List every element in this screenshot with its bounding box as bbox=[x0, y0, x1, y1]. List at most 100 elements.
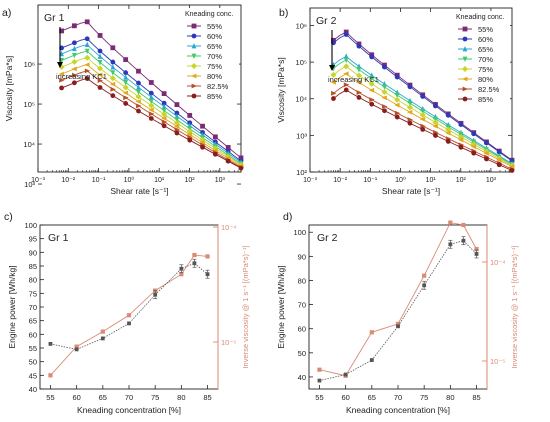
data-point bbox=[368, 87, 375, 93]
data-point bbox=[84, 76, 90, 81]
inverse-viscosity-point bbox=[192, 252, 197, 258]
data-point bbox=[71, 58, 78, 65]
y-axis-title: Engine power [Wh/kg] bbox=[7, 265, 17, 348]
data-point bbox=[496, 162, 502, 168]
data-point bbox=[148, 116, 154, 121]
inverse-viscosity-point bbox=[100, 329, 105, 334]
data-point bbox=[356, 43, 362, 49]
x-tick-label: 75 bbox=[420, 393, 428, 402]
data-point bbox=[483, 150, 489, 156]
x-tick-label: 60 bbox=[72, 393, 80, 402]
y-tick-label: 55 bbox=[29, 344, 37, 353]
x-tick-label: 55 bbox=[46, 393, 54, 402]
panel-label: a) bbox=[2, 7, 11, 19]
panel-label: d) bbox=[283, 211, 292, 223]
y2-tick-label: 10⁻⁴ bbox=[490, 258, 506, 267]
inverse-viscosity-point bbox=[448, 220, 453, 225]
plot-frame bbox=[39, 224, 219, 390]
data-point bbox=[71, 45, 77, 52]
data-point bbox=[331, 90, 337, 96]
data-point bbox=[161, 103, 167, 110]
data-point bbox=[381, 88, 388, 95]
data-point bbox=[161, 100, 167, 106]
data-point bbox=[110, 59, 116, 65]
data-point bbox=[59, 28, 64, 34]
engine-power-point bbox=[461, 238, 466, 243]
data-point bbox=[343, 32, 349, 37]
data-point bbox=[457, 137, 464, 143]
y2-axis-title: Inverse viscosity @ 1 s⁻¹ [(mPa*s)⁻¹] bbox=[241, 245, 250, 368]
data-point bbox=[238, 165, 244, 171]
data-point bbox=[381, 95, 387, 101]
data-point bbox=[433, 133, 438, 138]
y-tick-label: 100 bbox=[293, 228, 306, 237]
engine-power-point bbox=[192, 261, 197, 266]
data-point bbox=[343, 53, 349, 59]
engine-power-point bbox=[127, 321, 131, 326]
data-point bbox=[471, 131, 477, 137]
data-point bbox=[148, 90, 154, 96]
data-point bbox=[433, 116, 438, 123]
y2-tick-label: 10⁻⁵ bbox=[490, 357, 505, 366]
panel-title: Gr 2 bbox=[317, 232, 338, 244]
legend-marker bbox=[191, 63, 197, 69]
data-point bbox=[97, 48, 103, 54]
data-point bbox=[458, 144, 464, 150]
y2-tick-label: 10⁻⁴ bbox=[221, 223, 237, 232]
data-point bbox=[109, 81, 116, 87]
y-tick-label: 85 bbox=[29, 262, 37, 271]
x-tick-label: 10¹ bbox=[426, 177, 437, 184]
engine-power-point bbox=[448, 242, 453, 247]
data-point bbox=[135, 99, 141, 104]
legend-label: 70% bbox=[478, 55, 493, 64]
data-point bbox=[199, 140, 205, 145]
data-point bbox=[148, 98, 154, 105]
data-point bbox=[355, 72, 362, 79]
y-tick-label: 90 bbox=[298, 252, 306, 261]
panel-label: c) bbox=[4, 211, 13, 223]
data-point bbox=[136, 103, 142, 109]
data-point bbox=[331, 37, 336, 43]
data-point bbox=[187, 137, 193, 143]
data-point bbox=[382, 64, 387, 70]
legend-marker bbox=[462, 26, 468, 32]
data-point bbox=[109, 75, 116, 82]
data-point bbox=[136, 108, 141, 114]
legend-label: 75% bbox=[478, 65, 493, 74]
data-point bbox=[200, 123, 205, 129]
data-point bbox=[174, 130, 180, 136]
engine-power-line bbox=[50, 262, 208, 350]
legend-label: 82.5% bbox=[478, 85, 500, 94]
panel-label: b) bbox=[279, 7, 288, 19]
y-tick-label: 40 bbox=[29, 385, 37, 394]
data-point bbox=[484, 156, 489, 162]
y-tick-label: 50 bbox=[29, 358, 37, 367]
data-point bbox=[123, 74, 129, 80]
data-point bbox=[84, 62, 90, 68]
data-point bbox=[369, 97, 375, 103]
y-axis-title: Viscosity [mPa*s] bbox=[276, 57, 286, 123]
x-tick-label: 75 bbox=[151, 393, 159, 402]
plot-frame bbox=[37, 4, 242, 173]
data-point bbox=[110, 64, 116, 70]
data-point bbox=[509, 164, 515, 170]
data-point bbox=[420, 108, 426, 115]
data-point bbox=[97, 78, 104, 83]
data-point bbox=[355, 80, 362, 85]
x-tick-label: 65 bbox=[368, 393, 376, 402]
engine-power-point bbox=[48, 342, 53, 346]
engine-power-point bbox=[422, 283, 427, 288]
data-point bbox=[212, 134, 218, 140]
data-point bbox=[330, 79, 336, 85]
legend-marker bbox=[191, 23, 197, 29]
engine-power-point bbox=[474, 252, 479, 256]
x-tick-label: 60 bbox=[341, 393, 349, 402]
legend-label: 60% bbox=[207, 32, 222, 41]
y-tick-label: 50 bbox=[298, 349, 306, 358]
y2-axis-title: Inverse viscosity @ 1 s⁻¹ [(mPa*s)⁻¹] bbox=[510, 245, 519, 368]
y-tick-label: 70 bbox=[298, 301, 306, 310]
data-point bbox=[123, 57, 129, 63]
data-point bbox=[136, 84, 141, 90]
